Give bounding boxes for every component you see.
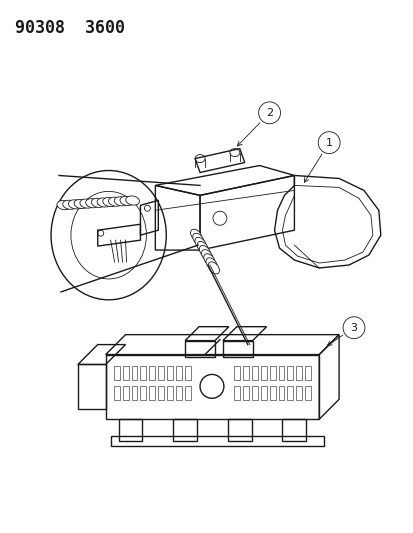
Text: 90308  3600: 90308 3600 bbox=[15, 19, 125, 37]
Ellipse shape bbox=[190, 229, 201, 241]
Ellipse shape bbox=[203, 254, 214, 266]
Ellipse shape bbox=[195, 237, 206, 249]
Ellipse shape bbox=[192, 233, 204, 245]
Ellipse shape bbox=[85, 199, 99, 208]
Ellipse shape bbox=[91, 198, 105, 207]
Circle shape bbox=[318, 132, 339, 154]
Ellipse shape bbox=[197, 241, 208, 254]
Ellipse shape bbox=[208, 262, 219, 274]
Ellipse shape bbox=[102, 198, 116, 207]
Ellipse shape bbox=[97, 198, 111, 207]
Ellipse shape bbox=[57, 200, 71, 209]
Ellipse shape bbox=[199, 246, 210, 257]
Ellipse shape bbox=[74, 199, 88, 208]
Ellipse shape bbox=[62, 200, 76, 209]
Ellipse shape bbox=[206, 258, 217, 270]
Ellipse shape bbox=[68, 200, 82, 209]
Ellipse shape bbox=[120, 196, 133, 206]
Circle shape bbox=[342, 317, 364, 338]
Text: 2: 2 bbox=[266, 108, 273, 118]
Ellipse shape bbox=[114, 197, 128, 206]
Circle shape bbox=[258, 102, 280, 124]
Ellipse shape bbox=[201, 249, 212, 262]
Ellipse shape bbox=[80, 199, 93, 208]
Text: 1: 1 bbox=[325, 138, 332, 148]
Ellipse shape bbox=[108, 197, 122, 206]
Ellipse shape bbox=[126, 196, 139, 205]
Text: 3: 3 bbox=[350, 322, 357, 333]
